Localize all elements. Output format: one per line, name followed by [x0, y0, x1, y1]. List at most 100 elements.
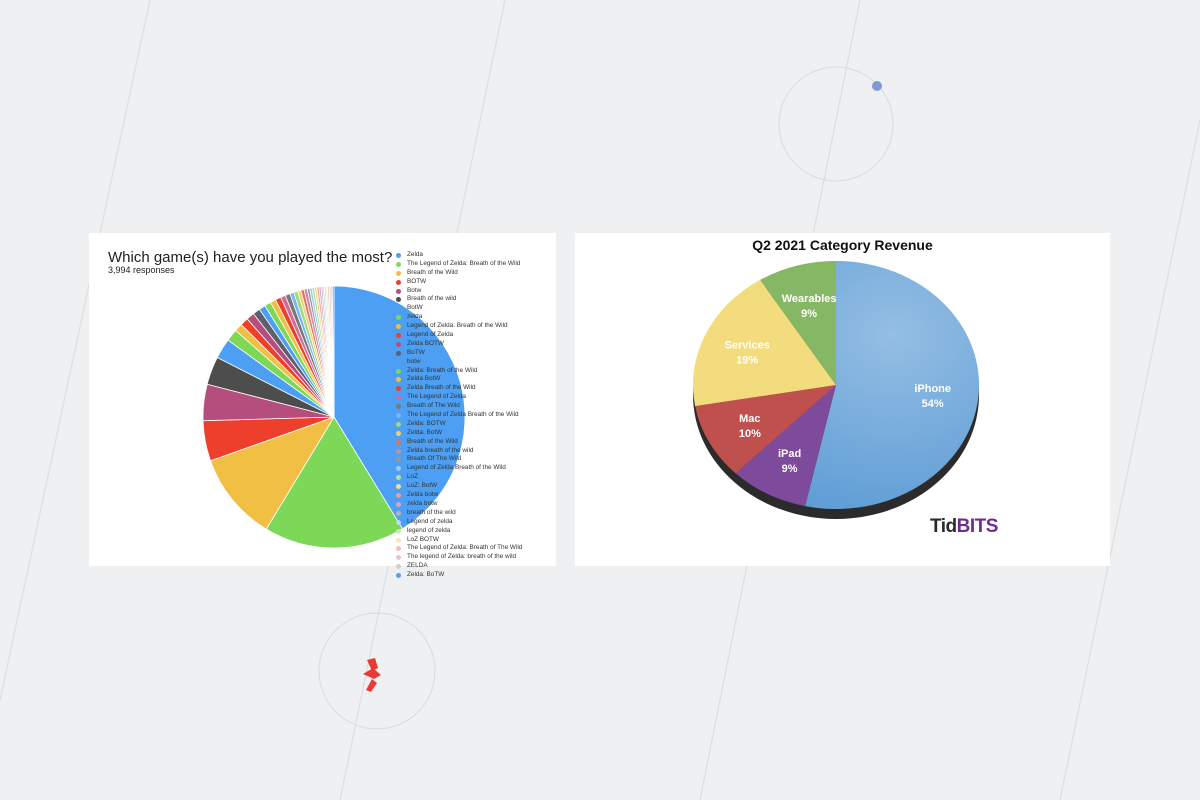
survey-chart-card: Which game(s) have you played the most? … — [89, 233, 556, 579]
legend-label: Zelda BotW — [407, 375, 441, 383]
legend-swatch — [396, 573, 401, 579]
legend-item: Legend of zelda — [396, 518, 556, 527]
pie-slice-zelda-botw — [331, 285, 335, 418]
legend-item: BOTW — [396, 278, 556, 287]
legend-swatch — [396, 377, 401, 383]
legend-label: Zelda Breath of the Wild — [407, 384, 476, 392]
slice-label: Wearables — [782, 293, 837, 305]
legend-label: Zelda: BotW — [407, 428, 443, 436]
pie-slice-mac — [695, 385, 836, 474]
legend-item: Zelda: BoTW — [396, 571, 556, 580]
chart-title: Which game(s) have you played the most? — [108, 249, 393, 266]
legend-item: Breath of the Wild — [396, 269, 556, 278]
bg-line — [1059, 119, 1200, 800]
legend-label: The legend of Zelda: breath of the wild — [407, 553, 517, 561]
legend-label: LoZ: BotW — [407, 482, 438, 490]
legend-item: Legend of Zelda — [396, 331, 556, 340]
legend-item: Zelda BOTW — [396, 340, 556, 349]
legend-swatch — [396, 386, 401, 392]
tidbits-logo: TidBITS — [930, 516, 998, 538]
legend-label: Legend of Zelda Breath of the Wild — [407, 464, 506, 472]
legend-swatch — [396, 528, 401, 534]
slice-label: Mac — [739, 413, 760, 425]
legend-label: Breath of the Wild — [407, 437, 458, 445]
legend-swatch — [396, 297, 401, 303]
legend-item: breath of the wild — [396, 509, 556, 518]
brand-bits: BITS — [956, 516, 999, 537]
legend-swatch — [396, 350, 401, 356]
bg-line — [0, 0, 151, 701]
legend-label: Zelda — [407, 251, 423, 258]
legend-item: LoZ BOTW — [396, 536, 556, 545]
legend-swatch — [396, 564, 401, 570]
brand-logo-icon — [363, 658, 381, 692]
slice-label: iPhone — [914, 383, 951, 395]
chart-legend: Zelda The Legend of Zelda: Breath of the … — [396, 251, 556, 580]
legend-label: legend of zelda — [407, 526, 451, 534]
legend-label: Breath Of The Wild — [407, 455, 462, 463]
accent-dot — [872, 81, 882, 91]
slice-label: iPad — [778, 448, 801, 460]
legend-item: Zelda breath of the wild — [396, 447, 556, 456]
legend-label: Botw — [407, 286, 422, 294]
legend-item: ZELDA — [396, 562, 556, 571]
legend-item: Zelda botw — [396, 491, 556, 500]
legend-swatch — [396, 457, 401, 463]
legend-item: Zelda: BOTW — [396, 420, 556, 429]
legend-label: BOTW — [407, 277, 427, 285]
legend-swatch — [396, 555, 401, 561]
legend-item: The Legend of Zelda: Breath of the Wild — [396, 260, 556, 269]
legend-label: Zelda: BOTW — [407, 419, 446, 427]
legend-item: zelda — [396, 313, 556, 322]
legend-item: Breath of the Wild — [396, 438, 556, 447]
bg-circle — [778, 66, 894, 182]
legend-swatch — [396, 404, 401, 410]
legend-item: Legend of Zelda: Breath of the Wild — [396, 322, 556, 331]
legend-item: BotW — [396, 304, 556, 313]
pie-slice-wearables — [760, 261, 836, 385]
legend-item: Legend of Zelda Breath of the Wild — [396, 464, 556, 473]
legend-swatch — [396, 448, 401, 454]
pie-slice-services — [693, 279, 836, 407]
legend-item: Zelda Breath of the Wild — [396, 384, 556, 393]
legend-swatch — [396, 466, 401, 472]
response-count: 3,994 responses — [108, 265, 175, 275]
legend-swatch — [396, 510, 401, 516]
legend-item: zelda botw — [396, 500, 556, 509]
slice-value-label: 10% — [739, 428, 761, 440]
legend-item: LoZ: BotW — [396, 482, 556, 491]
legend-swatch — [396, 306, 401, 312]
legend-label: BoTW — [407, 348, 425, 356]
legend-label: Breath of The Wild — [407, 402, 460, 410]
legend-item: Breath of the wild — [396, 295, 556, 304]
legend-swatch — [396, 270, 401, 276]
legend-swatch — [396, 519, 401, 525]
legend-item: The legend of Zelda: breath of the wild — [396, 553, 556, 562]
legend-item: Botw — [396, 287, 556, 296]
legend-swatch — [396, 253, 401, 258]
legend-swatch — [396, 315, 401, 321]
legend-label: LoZ BOTW — [407, 535, 439, 543]
legend-swatch — [396, 368, 401, 374]
legend-label: Breath of the wild — [407, 295, 457, 303]
legend-item: Breath of The Wild — [396, 402, 556, 411]
legend-swatch — [396, 493, 401, 499]
legend-item: botw — [396, 358, 556, 367]
legend-swatch — [396, 501, 401, 507]
legend-swatch — [396, 324, 401, 330]
legend-swatch — [396, 475, 401, 481]
legend-label: zelda — [407, 313, 423, 321]
legend-swatch — [396, 359, 401, 365]
legend-label: Zelda breath of the wild — [407, 446, 474, 454]
slice-value-label: 9% — [801, 308, 817, 320]
legend-swatch — [396, 430, 401, 436]
legend-swatch — [396, 261, 401, 267]
legend-swatch — [396, 288, 401, 294]
legend-swatch — [396, 421, 401, 427]
legend-label: The Legend of Zelda Breath of the Wild — [407, 411, 519, 419]
legend-label: breath of the wild — [407, 508, 456, 516]
slice-value-label: 54% — [922, 398, 944, 410]
legend-label: ZELDA — [407, 562, 428, 570]
slice-label: Services — [725, 340, 770, 352]
legend-label: Zelda BOTW — [407, 339, 444, 347]
